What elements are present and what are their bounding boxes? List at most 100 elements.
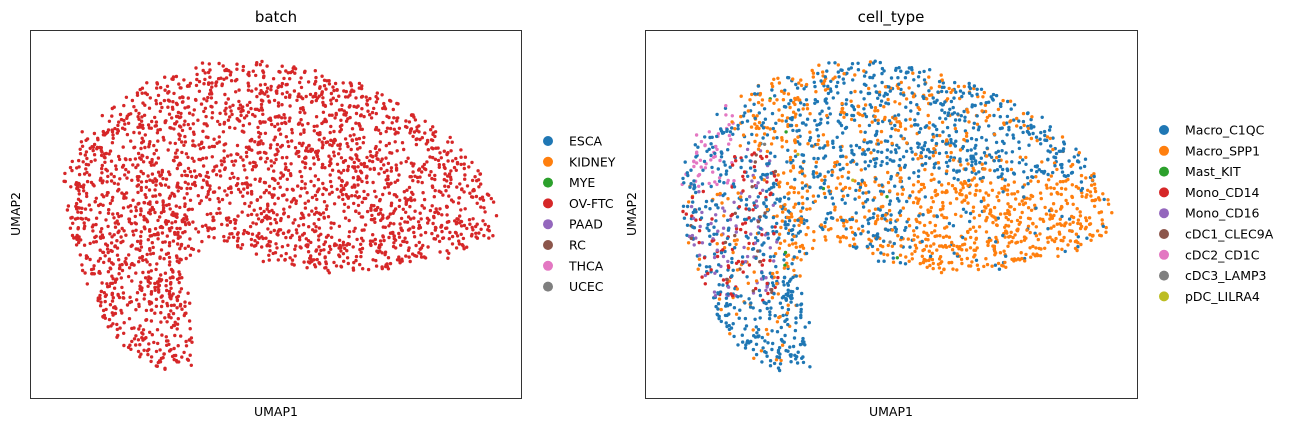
data-point: [745, 339, 750, 343]
data-point: [108, 201, 113, 206]
data-point: [910, 150, 914, 154]
data-point: [801, 336, 805, 341]
data-point: [907, 86, 911, 90]
data-point: [116, 230, 120, 235]
data-point: [820, 178, 824, 182]
data-point: [378, 239, 383, 243]
data-point: [360, 228, 364, 232]
data-point: [321, 143, 325, 147]
data-point: [196, 194, 200, 198]
data-point: [77, 240, 81, 245]
data-point: [864, 114, 869, 119]
data-point: [122, 321, 126, 325]
data-point: [226, 154, 230, 158]
data-point: [1007, 235, 1011, 239]
data-point: [187, 111, 192, 115]
data-point: [108, 303, 113, 307]
data-point: [839, 215, 843, 219]
data-point: [356, 183, 360, 187]
data-point: [1052, 213, 1056, 218]
data-point: [960, 193, 964, 197]
data-point: [299, 186, 304, 191]
data-point: [950, 260, 954, 265]
data-point: [224, 112, 228, 116]
data-point: [290, 139, 294, 143]
data-point: [988, 212, 992, 216]
data-point: [185, 186, 189, 191]
data-point: [375, 151, 379, 155]
data-point: [746, 246, 750, 251]
data-point: [821, 227, 825, 232]
data-point: [161, 200, 165, 205]
data-point: [92, 153, 97, 157]
data-point: [398, 198, 402, 202]
data-point: [188, 81, 193, 86]
data-point: [879, 140, 883, 144]
data-point: [416, 220, 421, 224]
data-point: [699, 216, 704, 220]
data-point: [460, 187, 464, 192]
data-point: [976, 128, 981, 132]
data-point: [281, 231, 286, 236]
data-point: [384, 143, 388, 148]
data-point: [828, 112, 832, 116]
data-point: [360, 200, 364, 204]
data-point: [77, 158, 81, 163]
data-point: [992, 244, 997, 248]
data-point: [922, 144, 927, 148]
data-point: [254, 87, 258, 91]
data-point: [446, 185, 451, 189]
data-point: [275, 232, 279, 236]
data-point: [286, 168, 291, 173]
data-point: [136, 349, 141, 354]
data-point: [1026, 224, 1031, 228]
data-point: [974, 138, 979, 142]
data-point: [1100, 218, 1104, 222]
data-point: [419, 233, 423, 237]
data-point: [283, 120, 287, 125]
data-point: [194, 175, 198, 179]
data-point: [352, 160, 356, 165]
data-point: [1050, 238, 1054, 242]
data-point: [177, 124, 182, 128]
data-point: [810, 144, 814, 148]
data-point: [358, 262, 362, 267]
data-point: [937, 166, 941, 170]
data-point: [1049, 192, 1054, 196]
data-point: [993, 263, 998, 267]
data-point: [146, 238, 150, 242]
data-point: [694, 161, 699, 165]
data-point: [282, 76, 286, 81]
data-point: [198, 147, 203, 151]
data-point: [381, 216, 385, 220]
data-point: [122, 331, 126, 335]
data-point: [786, 231, 791, 235]
data-point: [392, 209, 396, 213]
data-point: [272, 228, 276, 233]
data-point: [867, 63, 872, 67]
data-point: [101, 129, 106, 134]
data-point: [846, 176, 850, 180]
data-point: [940, 120, 945, 125]
data-point: [875, 90, 879, 94]
data-point: [332, 129, 336, 134]
data-point: [908, 194, 912, 198]
data-point: [315, 190, 320, 194]
data-point: [100, 181, 105, 185]
data-point: [131, 233, 136, 237]
data-point: [929, 205, 933, 210]
data-point: [773, 94, 777, 98]
data-point: [939, 244, 944, 248]
data-point: [841, 234, 845, 239]
data-point: [763, 117, 768, 121]
data-point: [94, 222, 98, 227]
data-point: [1034, 234, 1039, 238]
data-point: [816, 71, 820, 76]
data-point: [179, 287, 184, 291]
data-point: [754, 286, 758, 291]
data-point: [996, 261, 1001, 266]
data-point: [316, 149, 320, 153]
data-point: [286, 71, 290, 75]
data-point: [883, 217, 887, 221]
data-point: [450, 242, 455, 246]
